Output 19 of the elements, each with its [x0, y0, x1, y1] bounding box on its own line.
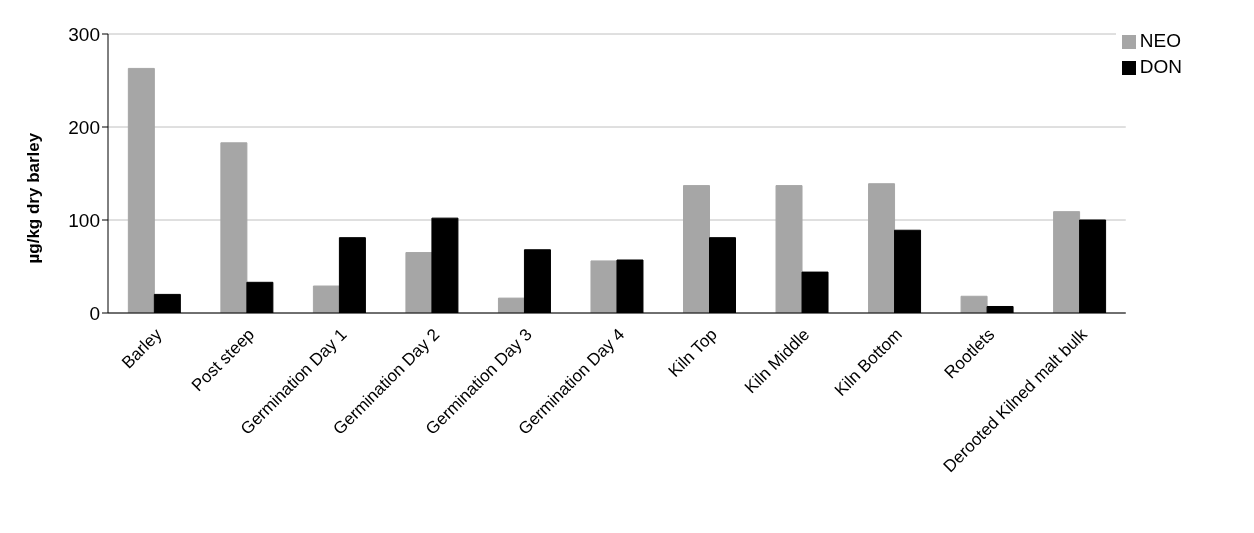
- bar: [497, 297, 525, 313]
- bar: [775, 185, 803, 313]
- y-tick-label: 100: [68, 209, 100, 231]
- y-tick-label: 200: [68, 116, 100, 138]
- bar: [405, 252, 433, 313]
- y-tick-label: 300: [68, 23, 100, 45]
- bar: [868, 183, 896, 313]
- bar: [960, 295, 988, 313]
- x-tick-label: Kiln Top: [664, 324, 721, 381]
- bar: [683, 185, 710, 313]
- legend-label: DON: [1139, 56, 1182, 77]
- legend-label: NEO: [1139, 30, 1181, 51]
- bar: [312, 285, 340, 313]
- bar: [590, 260, 618, 313]
- y-axis-title: µg/kg dry barley: [24, 132, 44, 264]
- bar: [127, 67, 155, 313]
- bar: [1053, 211, 1081, 313]
- bar: [220, 142, 248, 313]
- y-tick-label: 0: [89, 302, 100, 324]
